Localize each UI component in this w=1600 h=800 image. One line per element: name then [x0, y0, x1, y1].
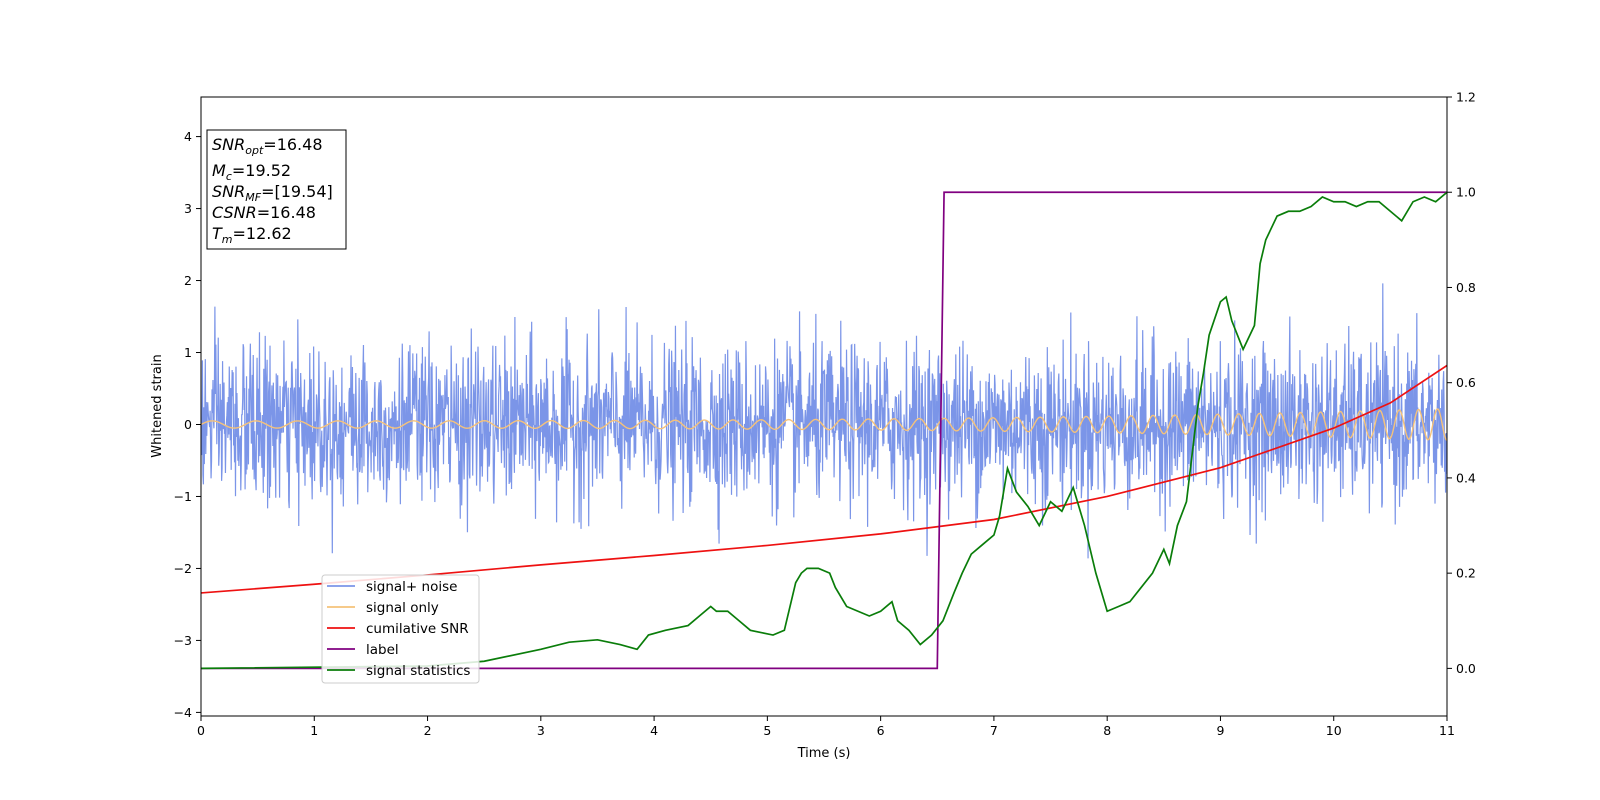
x-tick-label: 3: [537, 723, 545, 738]
x-tick-label: 6: [877, 723, 885, 738]
y-right-tick-label: 0.4: [1456, 470, 1476, 485]
annotation-line: Tm=12.62: [212, 224, 292, 246]
y-right-tick-label: 0.2: [1456, 566, 1476, 581]
annotation-frame: [206, 129, 347, 250]
annotation-line: SNRMF=[19.54]: [212, 182, 333, 204]
x-tick-label: 5: [763, 723, 771, 738]
y-left-tick-label: −4: [174, 705, 192, 720]
x-tick-label: 10: [1326, 723, 1342, 738]
y-right-tick-label: 1.2: [1456, 90, 1476, 105]
y-left-tick-label: 0: [184, 417, 192, 432]
x-tick-label: 2: [424, 723, 432, 738]
series-label-line: [201, 191, 1447, 670]
annotation-line: SNRopt=16.48: [212, 135, 323, 157]
x-tick-label: 11: [1439, 723, 1455, 738]
axes-layer: 0 1 2 3 4 5 6 7 8 9 10 11 −4 −3 −2 −1 0 1 2 3 4 0.0 0.2 0.4 0.6 0…: [174, 90, 1476, 739]
legend-label: cumilative SNR: [366, 621, 469, 637]
x-tick-label: 1: [310, 723, 318, 738]
x-axis-label: Time (s): [797, 746, 851, 761]
y-right-tick-label: 0.0: [1456, 661, 1476, 676]
y-left-tick-label: −1: [174, 489, 192, 504]
series-signal-statistics-line: [201, 191, 1447, 670]
series-signal-noise-line: [201, 283, 1447, 559]
legend: signal+ noise signal only cumilative SNR la…: [321, 574, 480, 684]
x-tick-label: 8: [1103, 723, 1111, 738]
y-right-tick-label: 1.0: [1456, 185, 1476, 200]
x-tick-label: 9: [1216, 723, 1224, 738]
y-left-tick-label: 2: [184, 273, 192, 288]
y-right-tick-label: 0.6: [1456, 375, 1476, 390]
plot-frame: [200, 96, 1448, 717]
y-right-tick-label: 0.8: [1456, 280, 1476, 295]
annotation-box: SNRopt=16.48 Mc=19.52SNRMF=[19.54]CSNR=16…: [206, 129, 347, 250]
y-left-tick-label: 4: [184, 129, 192, 144]
legend-label: signal statistics: [366, 663, 470, 679]
y-left-tick-label: −3: [174, 633, 192, 648]
x-tick-label: 4: [650, 723, 658, 738]
legend-label: label: [366, 642, 399, 658]
y-axis-label-left: Whitened strain: [150, 354, 165, 457]
legend-label: signal only: [366, 600, 439, 616]
annotation-line: CSNR=16.48: [212, 203, 316, 222]
series-signal-only-line: [201, 408, 1447, 441]
y-left-tick-label: 1: [184, 345, 192, 360]
annotation-line: Mc=19.52: [212, 161, 291, 183]
x-tick-label: 0: [197, 723, 205, 738]
x-tick-label: 7: [990, 723, 998, 738]
legend-label: signal+ noise: [366, 579, 457, 595]
legend-frame: [321, 574, 480, 684]
y-left-tick-label: −2: [174, 561, 192, 576]
y-left-tick-label: 3: [184, 201, 192, 216]
